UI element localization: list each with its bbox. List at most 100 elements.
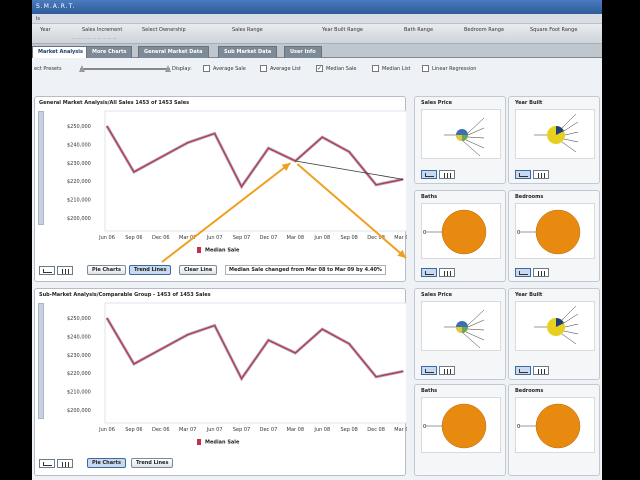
bar-chart-view-button[interactable] [439, 268, 455, 277]
mini-view-toggle [421, 268, 457, 277]
pie-slice [556, 318, 564, 327]
general-pie-charts-button[interactable]: Pie Charts [87, 265, 126, 275]
presets-slider[interactable] [80, 68, 170, 70]
pie-slice [556, 126, 564, 135]
mini-title: Sales Price [421, 292, 452, 298]
line-chart-view-button[interactable] [421, 366, 437, 375]
sub-pie-charts-button[interactable]: Pie Charts [87, 458, 126, 468]
line-chart-view-button[interactable] [515, 170, 531, 179]
sub-chart-scrollbar[interactable] [38, 303, 44, 419]
pie-slice [462, 135, 468, 141]
general-view-toggle [39, 266, 75, 275]
data-point [321, 136, 323, 138]
pie-zero-label: 0 [517, 424, 520, 430]
tab-general-market-data[interactable]: General Market Data [138, 46, 209, 58]
slider-thumb-left[interactable] [79, 65, 85, 72]
trend-change-message: Median Sale changed from Mar 08 to Mar 0… [225, 265, 386, 275]
header-sales-increment[interactable]: Sales Increment [82, 27, 123, 33]
line-chart-icon [519, 271, 528, 275]
line-chart-icon [425, 271, 434, 275]
general-chart-scrollbar[interactable] [38, 111, 44, 225]
x-tick-label: Mar 08 [287, 427, 304, 433]
sub-legend-label: Median Sale [205, 439, 240, 446]
mini-baths-general: Baths 0 [414, 190, 506, 282]
sales-price-pie [444, 309, 485, 349]
baths-pie: 0 [423, 209, 487, 255]
bar-chart-view-button[interactable] [533, 170, 549, 179]
line-chart-view-button[interactable] [421, 268, 437, 277]
x-tick-label: Sep 08 [340, 427, 357, 433]
median-list-checkbox[interactable] [372, 65, 379, 72]
data-point [348, 343, 350, 345]
slider-thumb-right[interactable] [165, 65, 171, 72]
header-select-ownership[interactable]: Select Ownership [142, 27, 186, 33]
mini-baths-sub: Baths 0 [414, 384, 506, 476]
sub-trend-lines-button[interactable]: Trend Lines [131, 458, 174, 468]
header-square-foot-range[interactable]: Square Foot Range [530, 27, 578, 33]
series-line-median-sale [106, 317, 404, 380]
header-year[interactable]: Year [40, 27, 51, 33]
menu-bar[interactable]: ls [32, 14, 602, 24]
data-point [106, 125, 108, 127]
arrow-to-peak-head [281, 163, 291, 172]
mini-year-built-general: Year Built [508, 96, 600, 184]
tab-user-info[interactable]: User Info [284, 46, 322, 58]
tab-more-charts[interactable]: More Charts [86, 46, 133, 58]
bar-chart-icon [538, 369, 546, 374]
mini-view-toggle [515, 170, 551, 179]
bar-chart-view-button[interactable] [57, 266, 73, 275]
bar-chart-icon [444, 271, 452, 276]
line-chart-icon [425, 369, 434, 373]
line-chart-view-button[interactable] [39, 266, 55, 275]
header-bath-range[interactable]: Bath Range [404, 27, 434, 33]
bar-chart-view-button[interactable] [533, 366, 549, 375]
general-clear-line-button[interactable]: Clear Line [179, 265, 218, 275]
x-tick-label: Mar 09 [394, 235, 407, 241]
y-tick-label: $240,000 [67, 143, 91, 149]
line-chart-view-button[interactable] [39, 459, 55, 468]
linear-regression-checkbox[interactable] [422, 65, 429, 72]
general-market-panel: General Market Analysis/All Sales 1453 o… [34, 96, 407, 282]
data-point [348, 151, 350, 153]
y-tick-label: $220,000 [67, 371, 91, 377]
line-chart-view-button[interactable] [515, 366, 531, 375]
bar-chart-view-button[interactable] [439, 170, 455, 179]
line-chart-view-button[interactable] [421, 170, 437, 179]
x-tick-label: Mar 09 [394, 427, 407, 433]
mini-view-toggle [515, 268, 551, 277]
bar-chart-view-button[interactable] [57, 459, 73, 468]
tab-sub-market-data[interactable]: Sub Market Data [218, 46, 278, 58]
sales-price-pie [444, 117, 485, 157]
bar-chart-view-button[interactable] [533, 268, 549, 277]
annotation-overlay [161, 162, 407, 263]
bar-chart-icon [538, 173, 546, 178]
sub-panel-title: Sub-Market Analysis/Comparable Group - 1… [39, 292, 211, 298]
sub-market-panel: Sub-Market Analysis/Comparable Group - 1… [34, 288, 407, 476]
bedrooms-pie: 0 [517, 403, 581, 449]
display-label: Display: [172, 66, 192, 72]
bar-chart-view-button[interactable] [439, 366, 455, 375]
header-bedroom-range[interactable]: Bedroom Range [464, 27, 505, 33]
average-sale-checkbox[interactable] [203, 65, 210, 72]
general-trend-lines-button[interactable]: Trend Lines [129, 265, 172, 275]
x-tick-label: Dec 07 [260, 427, 278, 433]
x-tick-label: Dec 06 [152, 427, 170, 433]
header-sales-range[interactable]: Sales Range [232, 27, 263, 33]
y-tick-label: $210,000 [67, 198, 91, 204]
average-list-checkbox[interactable] [260, 65, 267, 72]
header-year-built-range[interactable]: Year Built Range [322, 27, 363, 33]
line-chart-view-button[interactable] [515, 268, 531, 277]
mini-year-built-sub: Year Built [508, 288, 600, 380]
mini-title: Year Built [515, 292, 543, 298]
app-window: S.M.A.R.T. ls Year Sales Increment Selec… [32, 0, 602, 480]
median-sale-checkbox[interactable]: ✓ [316, 65, 323, 72]
data-point [375, 376, 377, 378]
year-built-pie-canvas [515, 301, 595, 351]
x-tick-label: Jun 07 [206, 427, 223, 433]
y-tick-label: $230,000 [67, 353, 91, 359]
y-tick-label: $220,000 [67, 179, 91, 185]
mini-title: Bedrooms [515, 388, 544, 394]
sales-price-pie-canvas [421, 301, 501, 351]
x-tick-label: Jun 08 [313, 235, 330, 241]
pie-slice [456, 327, 462, 333]
